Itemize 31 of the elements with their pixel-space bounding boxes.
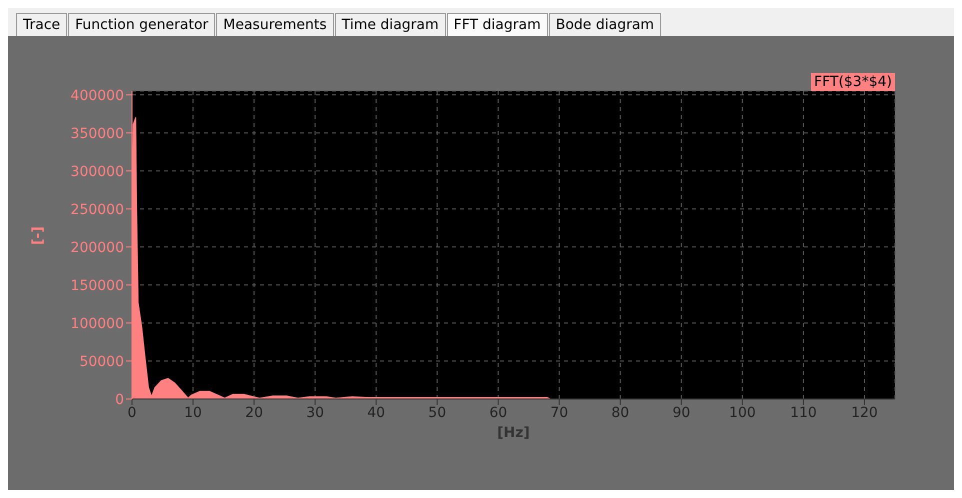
x-tick-label: 20 [245, 404, 263, 421]
y-tick-label: 400000 [70, 88, 124, 104]
y-axis-title: [-] [30, 226, 46, 245]
x-tick-label: 80 [611, 404, 630, 421]
x-tick-label: 100 [729, 404, 756, 421]
x-tick-label: 40 [367, 404, 386, 421]
y-tick-label: 50000 [79, 354, 124, 370]
x-tick-label: 70 [550, 404, 568, 421]
y-tick-label: 100000 [70, 316, 124, 332]
y-tick-label: 300000 [70, 164, 124, 180]
x-tick-label: 30 [306, 404, 324, 421]
text: Bode diagram [548, 13, 662, 36]
x-tick-label: 90 [672, 404, 690, 421]
y-tick-label: 250000 [70, 202, 124, 218]
text: FFT diagram [446, 13, 548, 36]
x-tick-label: 120 [851, 404, 878, 421]
text: Function generator [68, 13, 216, 36]
text: Trace [16, 13, 68, 36]
x-tick-label: 60 [489, 404, 508, 421]
text: FFT($3*$4) [811, 73, 895, 91]
x-tick-label: 10 [184, 404, 202, 421]
x-tick-label: 0 [128, 404, 136, 421]
x-tick-label: 50 [428, 404, 446, 421]
y-tick-label: 0 [115, 392, 124, 408]
text: Time diagram [334, 13, 446, 36]
y-tick-label: 150000 [70, 278, 124, 294]
x-tick-label: 110 [790, 404, 817, 421]
x-axis-title: [Hz] [497, 425, 530, 441]
y-tick-label: 350000 [70, 126, 124, 142]
y-tick-label: 200000 [70, 240, 124, 256]
text: Measurements [216, 13, 334, 36]
